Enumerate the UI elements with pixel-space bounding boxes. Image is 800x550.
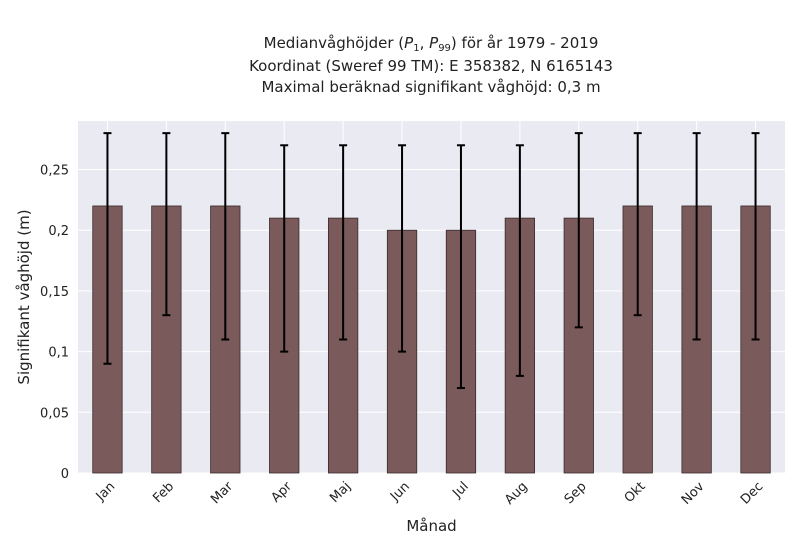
x-axis-label: Månad: [406, 517, 456, 535]
x-tick-label: Aug: [502, 479, 531, 508]
x-tick-label: Apr: [269, 479, 296, 506]
y-tick-label: 0,15: [40, 285, 69, 300]
title-line-3: Maximal beräknad signifikant våghöjd: 0,…: [261, 78, 601, 96]
x-tick-label: Okt: [622, 479, 649, 506]
x-tick-label: Mar: [208, 479, 236, 507]
x-tick-label: Maj: [327, 479, 354, 506]
x-tick-label: Sep: [562, 479, 590, 507]
y-tick-label: 0,05: [40, 406, 69, 421]
x-tick-label: Feb: [150, 479, 177, 506]
x-tick-label: Jul: [449, 479, 471, 501]
y-tick-label: 0,1: [48, 346, 69, 361]
title-line-1: Medianvåghöjder (P1, P99) för år 1979 - …: [263, 34, 599, 54]
y-tick-label: 0,2: [48, 224, 69, 239]
x-tick-label: Dec: [738, 479, 766, 507]
title-line-2: Koordinat (Sweref 99 TM): E 358382, N 61…: [249, 57, 613, 75]
y-tick-label: 0,25: [40, 164, 69, 179]
x-tick-label: Nov: [679, 479, 708, 508]
x-tick-label: Jun: [387, 479, 413, 505]
x-tick-label: Jan: [93, 479, 118, 504]
chart-title: Medianvåghöjder (P1, P99) för år 1979 - …: [0, 33, 800, 98]
plot-area: [78, 121, 785, 473]
y-axis-label: Signifikant våghöjd (m): [15, 209, 33, 384]
y-tick-label: 0: [61, 467, 69, 482]
